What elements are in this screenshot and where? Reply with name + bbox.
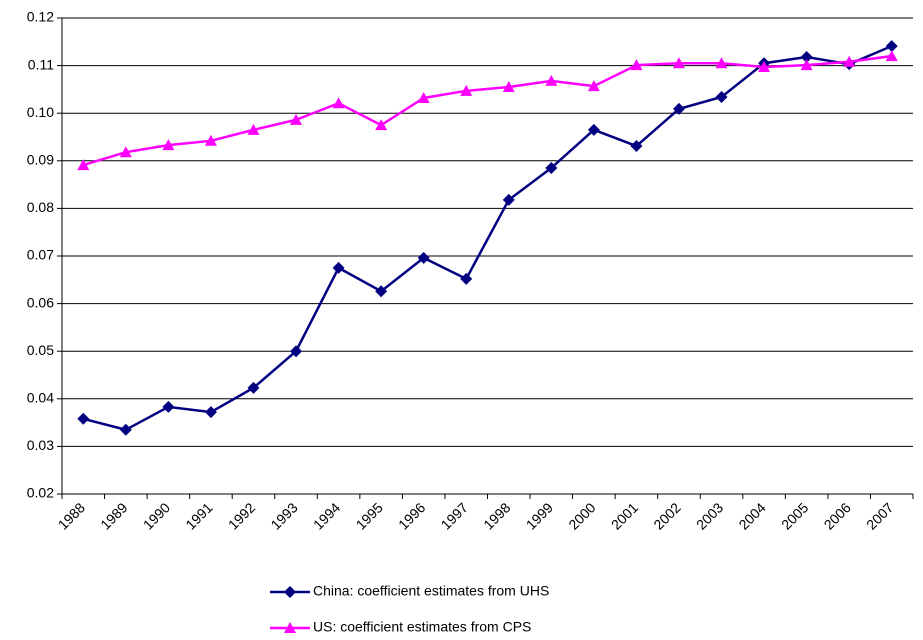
data-point [332,97,345,109]
x-tick-label: 1998 [480,499,513,532]
y-tick-label: 0.02 [27,485,54,501]
x-tick-label: 1996 [395,499,428,532]
y-tick-label: 0.03 [27,437,54,453]
data-point [545,74,558,86]
x-tick-label: 1991 [182,499,215,532]
y-tick-label: 0.06 [27,294,54,310]
data-point [119,146,132,158]
data-point [247,123,260,135]
series-line [82,54,892,167]
data-point [502,81,515,93]
x-tick-label: 1988 [55,499,88,532]
data-point [290,113,303,125]
data-point [247,381,260,394]
data-point [672,102,685,115]
x-tick-label: 1989 [97,499,130,532]
data-point [332,261,345,274]
data-point [843,55,856,67]
x-tick-label: 2002 [650,499,683,532]
x-tick-label: 2003 [693,499,726,532]
y-tick-label: 0.11 [28,56,54,72]
y-tick-label: 0.07 [27,247,54,263]
y-tick-label: 0.05 [27,342,54,358]
data-point [587,80,600,92]
data-point [375,119,388,131]
x-tick-label: 2001 [608,499,641,532]
data-point [77,159,90,171]
data-point [715,91,728,104]
x-tick-label: 1994 [310,499,343,532]
data-point [545,161,558,174]
data-point [885,50,898,62]
x-tick-label: 1997 [438,499,471,532]
x-tick-label: 2006 [821,499,854,532]
legend-marker [284,622,296,633]
x-tick-label: 2005 [778,499,811,532]
data-point [417,251,430,264]
legend-label: China: coefficient estimates from UHS [313,583,549,599]
data-point [290,345,303,358]
x-tick-label: 1995 [353,499,386,532]
data-point [204,406,217,419]
data-point [162,139,175,151]
x-tick-label: 1990 [140,499,173,532]
x-tick-label: 1993 [267,499,300,532]
data-point [375,285,388,298]
y-tick-label: 0.10 [27,104,54,120]
legend-label: US: coefficient estimates from CPS [313,619,531,635]
y-tick-label: 0.04 [27,390,54,406]
data-point [630,59,643,71]
data-point [800,51,813,64]
y-tick-label: 0.09 [27,152,54,168]
legend-marker [284,586,296,598]
data-point [77,412,90,425]
x-tick-label: 1992 [225,499,258,532]
data-point [417,91,430,103]
series-line [82,44,893,432]
data-point [587,123,600,136]
data-point [800,59,813,71]
data-point [162,400,175,413]
data-point [758,61,771,73]
x-tick-label: 2007 [863,499,896,532]
data-point [715,57,728,69]
x-tick-label: 2004 [735,499,768,532]
data-point [119,423,132,436]
data-point [204,134,217,146]
data-point [885,40,898,53]
data-point [460,84,473,96]
data-point [460,272,473,285]
x-tick-label: 1999 [523,499,556,532]
y-tick-label: 0.08 [27,199,54,215]
x-tick-label: 2000 [565,499,598,532]
data-point [630,140,643,153]
data-point [672,57,685,69]
y-tick-label: 0.12 [27,9,54,25]
data-point [502,193,515,206]
